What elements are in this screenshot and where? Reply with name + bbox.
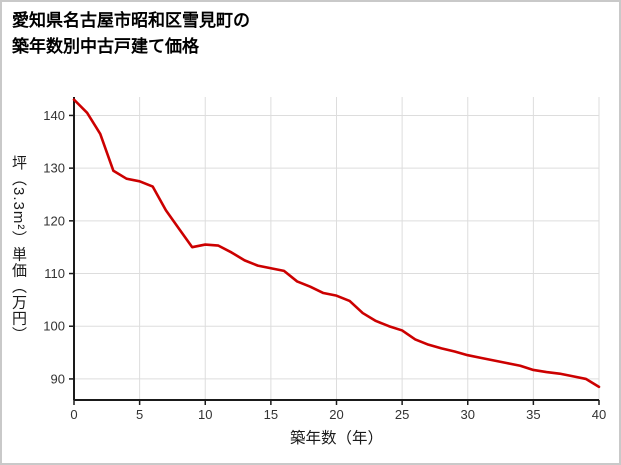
x-axis-label: 築年数（年） [289,430,383,447]
y-tick-label: 120 [43,213,65,228]
x-tick-label: 15 [264,407,278,422]
y-tick-label: 90 [51,371,65,386]
y-tick-label: 140 [43,108,65,123]
x-tick-label: 30 [461,407,475,422]
x-tick-label: 5 [136,407,143,422]
x-tick-label: 0 [70,407,77,422]
x-tick-label: 10 [198,407,212,422]
x-tick-label: 20 [329,407,343,422]
y-tick-label: 100 [43,319,65,334]
y-tick-label: 110 [44,266,65,281]
chart-title: 愛知県名古屋市昭和区雪見町の 築年数別中古戸建て価格 [12,8,250,60]
x-tick-label: 25 [395,407,409,422]
x-tick-label: 35 [526,407,540,422]
y-tick-label: 130 [43,161,65,176]
price-line [72,98,601,389]
chart-title-line1: 愛知県名古屋市昭和区雪見町の [12,11,250,30]
y-axis-label: 坪（3.3m²）単価（万円） [10,154,27,343]
chart-title-line2: 築年数別中古戸建て価格 [12,37,199,56]
x-tick-label: 40 [592,407,606,422]
